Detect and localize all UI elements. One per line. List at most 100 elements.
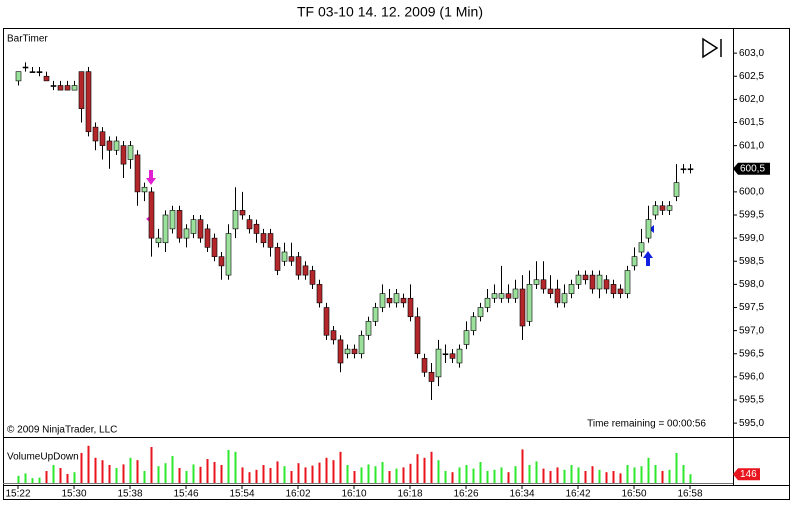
volume-bar [220,465,223,483]
candle-body [526,284,533,322]
candle-body [64,85,71,91]
volume-bar [325,457,328,483]
volume-bar [269,468,272,483]
candle-body [617,288,624,294]
volume-bar [542,468,545,483]
candle-body [302,265,309,276]
candle-body [463,330,470,345]
candle-body [400,297,407,304]
x-tick-label: 16:26 [453,489,478,500]
volume-bar [535,461,538,483]
candle-body [155,237,162,244]
x-tick-label: 15:30 [61,489,86,500]
x-tick-label: 16:50 [621,489,646,500]
volume-bar [59,468,62,483]
candle-body [281,251,288,262]
candle-body [295,256,302,276]
x-tick-label: 15:38 [117,489,142,500]
candle-body [554,288,561,304]
volume-bar [360,467,363,483]
volume-bar [549,471,552,483]
x-tick-label: 16:18 [397,489,422,500]
y-tick-label: 601,5 [739,117,764,128]
candle-body [29,71,36,73]
candle-body [414,316,421,355]
volume-bar [507,472,510,483]
volume-bar [591,466,594,483]
volume-bar [297,463,300,483]
y-tick-label: 597,5 [739,302,764,313]
volume-bar [45,471,48,483]
last-volume-tag [733,468,760,481]
candle-body [442,353,449,356]
candle-body [225,233,232,276]
y-tick-label: 602,0 [739,94,764,105]
candle-body [673,182,680,197]
volume-bar [381,462,384,483]
volume-bar [486,471,489,483]
candle-body [680,168,687,171]
candle-body [603,279,610,290]
volume-bar [612,471,615,483]
candle-body [358,334,365,355]
volume-bar [647,457,650,483]
volume-bar [73,472,76,483]
y-tick-label: 600,0 [739,187,764,198]
frame [3,28,790,500]
volume-bar [668,469,671,483]
chart-title: TF 03-10 14. 12. 2009 (1 Min) [297,4,483,20]
volume-bar [136,460,139,483]
candle-body [274,247,281,271]
y-tick-label: 598,5 [739,256,764,267]
volume-bar [451,472,454,483]
candle-body [71,85,78,91]
volume-bar [388,471,391,483]
y-tick-label: 603,0 [739,48,764,59]
candle-body [547,288,554,294]
volume-bar [80,453,83,483]
volume-bar [115,468,118,483]
candle-body [141,186,148,193]
candle-body [134,154,141,193]
volume-bar [402,467,405,483]
x-tick-label: 15:54 [229,489,254,500]
candle-body [288,256,295,262]
candle-body [638,242,645,253]
candle-body [316,284,323,304]
x-tick-label: 15:22 [5,489,30,500]
candle-body [36,71,43,73]
volume-bar [31,478,34,483]
candle-body [176,210,183,239]
candle-body [127,145,134,160]
volume-bar [598,469,601,483]
play-icon[interactable] [702,37,722,59]
volume-bar [213,462,216,483]
volume-bar [318,462,321,483]
candle-body [22,66,29,69]
volume-bar [626,465,629,483]
candle-body [421,358,428,373]
volume-bar [150,447,153,483]
volume-bar [556,467,559,483]
volume-bar [640,466,643,483]
volume-bar [283,466,286,483]
y-tick-label: 598,0 [739,279,764,290]
volume-bar [353,471,356,483]
volume-bar [605,472,608,483]
volume-bar [521,449,524,483]
volume-title: VolumeUpDown [7,452,79,463]
candle-body [309,270,316,285]
x-tick-label: 16:10 [341,489,366,500]
volume-bar [339,451,342,483]
last-price-label: 600,5 [740,163,765,174]
candle-body [197,219,204,239]
candle-body [372,307,379,322]
volume-bar [689,474,692,483]
candle-body [687,168,694,171]
volume-bar [227,450,230,483]
volume-bar [563,469,566,483]
y-tick-label: 595,0 [739,418,764,429]
volume-bar [493,469,496,483]
volume-bar [395,468,398,483]
